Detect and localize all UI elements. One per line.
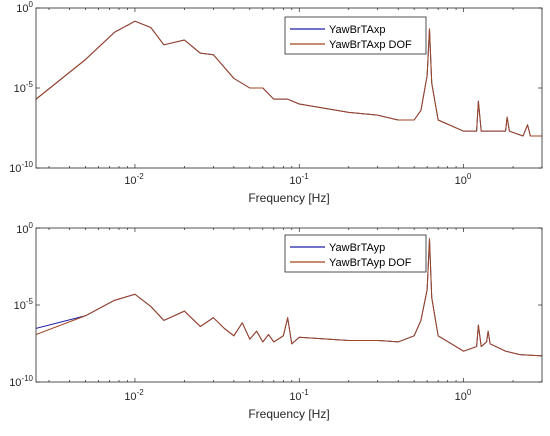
bottom-plot-frame [35, 227, 543, 383]
top-plot-frame [35, 7, 543, 169]
bottom-legend-label-0: YawBrTAyp [329, 242, 385, 254]
bottom-xtick-label-1: 10-1 [289, 388, 309, 403]
bottom-series-line-1 [36, 238, 542, 357]
bottom-ytick-label-2: 10-10 [9, 374, 33, 389]
top-xtick-label-0: 10-2 [124, 172, 144, 187]
top-ytick-label-0: 100 [16, 0, 33, 15]
bottom-series-layer [36, 238, 542, 357]
bottom-legend-label-1: YawBrTAyp DOF [329, 257, 412, 269]
top-series-line-1 [36, 20, 542, 137]
bottom-x-axis-label: Frequency [Hz] [248, 407, 329, 421]
top-chart-panel: 100 10-5 10-10 10-2 10-1 100 Frequency [… [9, 0, 543, 205]
top-series-layer [36, 20, 542, 137]
bottom-chart-panel: 100 10-5 10-10 10-2 10-1 100 Frequency [… [9, 221, 543, 421]
top-legend-box [284, 16, 427, 55]
bottom-legend-box [284, 234, 427, 273]
top-ytick-label-2: 10-10 [9, 160, 33, 175]
bottom-ytick-label-0: 100 [16, 221, 33, 236]
bottom-ytick-label-1: 10-5 [14, 297, 34, 312]
top-x-axis-label: Frequency [Hz] [248, 191, 329, 205]
top-xtick-label-2: 100 [455, 172, 472, 187]
bottom-xtick-label-2: 100 [455, 388, 472, 403]
top-legend-label-0: YawBrTAxp [329, 24, 385, 36]
top-legend-label-1: YawBrTAxp DOF [329, 39, 412, 51]
top-ytick-label-1: 10-5 [14, 80, 34, 95]
bottom-xtick-label-0: 10-2 [124, 388, 144, 403]
bottom-legend: YawBrTAyp YawBrTAyp DOF [284, 234, 427, 273]
top-legend: YawBrTAxp YawBrTAxp DOF [284, 16, 427, 55]
top-xtick-label-1: 10-1 [289, 172, 309, 187]
